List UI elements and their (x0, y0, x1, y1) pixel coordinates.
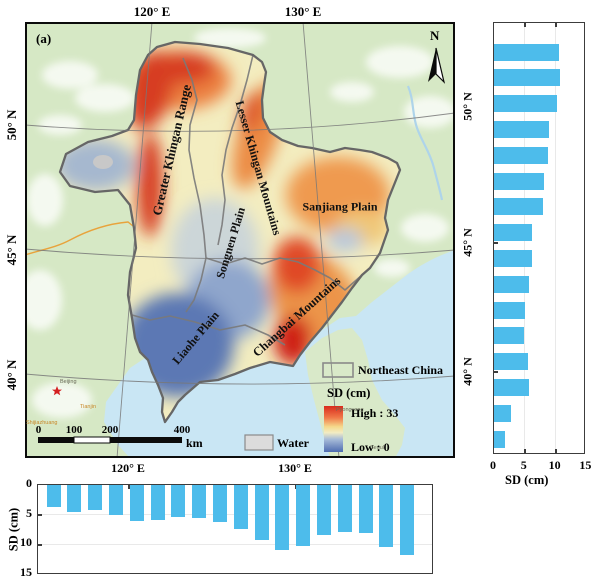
lat-bar (494, 69, 561, 87)
city-label-seoul: Seoul (370, 445, 385, 451)
lon-bar (337, 485, 352, 533)
lat-chart-xlabel: SD (cm) (505, 473, 549, 487)
scalebar-tick-400: 400 (173, 424, 191, 436)
gridline-10 (38, 544, 432, 545)
lat-x-tick: 10 (548, 458, 561, 472)
lat-bar (494, 275, 530, 293)
city-label-shijiazhuang: Shijiazhuang (26, 420, 58, 426)
scalebar-tick-0: 0 (35, 424, 42, 436)
lat-bar (494, 430, 506, 448)
lat-chart-label-50: 50° N (460, 92, 475, 121)
lat-bar (494, 224, 532, 242)
lake-patch (93, 155, 113, 169)
lon-bar (296, 485, 311, 547)
lat-bar (494, 95, 557, 113)
lat-bar (494, 249, 533, 267)
lon-bar (275, 485, 290, 551)
label-sanjiang-plain: Sanjiang Plain (302, 199, 378, 214)
northeast-china-legend-label: Northeast China (358, 363, 444, 377)
lon-bar (46, 485, 61, 507)
city-label-pyongyang: Pyongyang (336, 407, 364, 413)
orange-boundary-line (25, 221, 134, 256)
lat-x-tick: 5 (520, 458, 527, 472)
lat-bar (494, 43, 560, 61)
scalebar-tick-100: 100 (65, 424, 83, 436)
lon-bar (67, 485, 82, 512)
lon-chart-label-120: 120° E (111, 461, 145, 475)
lat-bar (494, 146, 548, 164)
lon-bar (212, 485, 227, 523)
north-arrow-label: N (430, 28, 440, 43)
gridline-10 (555, 23, 556, 453)
map-lat-label-40: 40° N (4, 359, 19, 391)
lat-chart-label-40: 40° N (460, 357, 475, 386)
water-legend-swatch (244, 434, 274, 451)
lat-bar (494, 301, 525, 319)
latitude-chart-plot (493, 22, 585, 454)
beijing-star-marker (52, 386, 62, 396)
snow-patches (25, 28, 455, 418)
lon-bar (171, 485, 186, 518)
lat-bar (494, 404, 511, 422)
lat-bar (494, 353, 528, 371)
graticule (25, 22, 455, 458)
map-canvas (25, 22, 455, 458)
lon-y-tick: 5 (26, 505, 32, 520)
lon-bar (254, 485, 269, 540)
lon-chart-ylabel: SD (cm) (6, 507, 21, 552)
lat-bar (494, 327, 525, 345)
lon-bar (108, 485, 123, 516)
lon-bar (316, 485, 331, 536)
lat-bar (494, 120, 550, 138)
lon-chart-label-130: 130° E (278, 461, 312, 475)
sd-color-ramp (324, 406, 343, 452)
lon-bar (129, 485, 144, 522)
lon-bar (88, 485, 103, 510)
lon-bar (400, 485, 415, 555)
city-label-beijing: Beijing (60, 379, 77, 385)
lon-y-tick: 15 (20, 565, 32, 580)
map-lat-label-50: 50° N (4, 109, 19, 141)
river (406, 85, 444, 201)
study-region-outline (58, 40, 402, 424)
lat-chart-label-45: 45° N (460, 228, 475, 257)
lon-bar (358, 485, 373, 534)
lon-bar (150, 485, 165, 520)
lat-bar (494, 172, 545, 190)
longitude-chart-plot (37, 484, 433, 574)
map-lon-label-130: 130° E (284, 4, 322, 19)
lat-x-tick: 0 (490, 458, 496, 472)
lon-y-tick: 10 (20, 535, 32, 550)
sd-ramp-low-label: Low : 0 (351, 440, 390, 454)
scalebar-tick-200: 200 (101, 424, 119, 436)
water-legend-label: Water (277, 436, 309, 450)
lat-x-tick: 15 (579, 458, 592, 472)
lat-bar (494, 198, 543, 216)
lon-y-tick: 0 (26, 476, 32, 490)
scale-bar (38, 436, 182, 444)
city-label-tianjin: Tianjin (80, 404, 96, 410)
north-arrow-icon (428, 47, 446, 84)
northeast-china-legend-swatch (322, 362, 354, 378)
lon-bar (233, 485, 248, 530)
lon-bar (192, 485, 207, 518)
panel-label: (a) (36, 31, 52, 46)
map-lat-label-45: 45° N (4, 234, 19, 266)
map-frame (25, 22, 455, 458)
province-boundaries (131, 54, 363, 346)
sd-ramp-high-label: High : 33 (351, 406, 399, 420)
lon-bar (379, 485, 394, 548)
scalebar-unit: km (186, 436, 203, 450)
map-lon-label-120: 120° E (133, 4, 171, 19)
sd-ramp-title: SD (cm) (327, 386, 371, 400)
lat-bar (494, 378, 530, 396)
